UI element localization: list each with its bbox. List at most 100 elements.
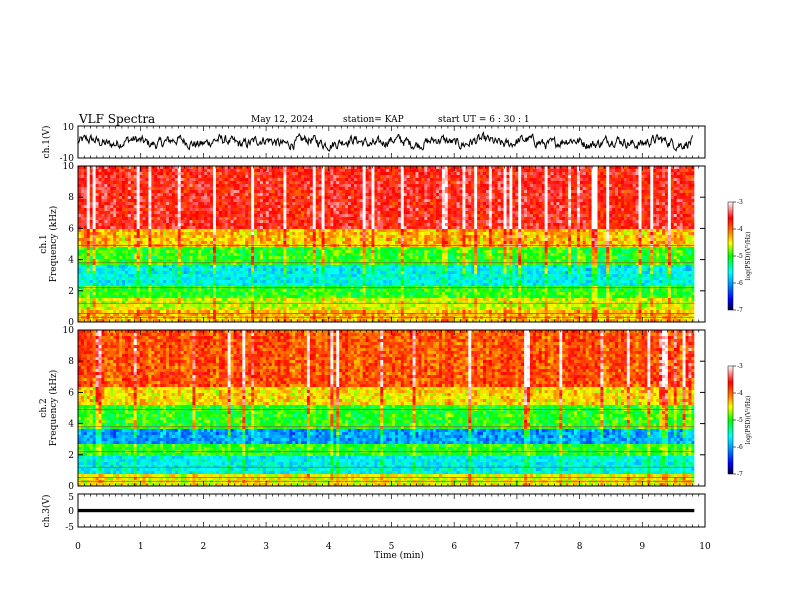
spectrogram-cell xyxy=(262,211,267,215)
spectrogram-cell xyxy=(139,262,144,266)
spectrogram-cell xyxy=(177,187,182,191)
spectrogram-cell xyxy=(116,277,120,281)
spectrogram-cell xyxy=(315,316,320,320)
spectrogram-cell xyxy=(321,199,326,203)
spectrogram-cell xyxy=(330,247,334,251)
spectrogram-cell xyxy=(78,253,82,257)
spectrogram-cell xyxy=(113,313,117,317)
spectrogram-cell xyxy=(204,298,208,302)
spectrogram-cell xyxy=(154,211,158,215)
spectrogram-cell xyxy=(189,175,194,179)
spectrogram-cell xyxy=(259,289,264,293)
spectrogram-cell xyxy=(221,193,226,197)
spectrogram-cell xyxy=(257,310,261,314)
spectrogram-cell xyxy=(292,232,296,236)
spectrogram-cell xyxy=(89,172,94,176)
spectrogram-cell xyxy=(342,187,346,191)
spectrogram-cell xyxy=(130,253,135,257)
spectrogram-cell xyxy=(230,202,235,206)
spectrogram-cell xyxy=(254,235,258,239)
spectrogram-cell xyxy=(268,199,273,203)
spectrogram-cell xyxy=(86,298,91,302)
spectrogram-cell xyxy=(230,199,235,203)
spectrogram-cell xyxy=(265,235,270,239)
spectrogram-cell xyxy=(350,298,355,302)
spectrogram-cell xyxy=(101,307,106,311)
spectrogram-cell xyxy=(95,184,100,188)
spectrogram-cell xyxy=(271,181,276,185)
spectrogram-cell xyxy=(116,217,120,221)
spectrogram-cell xyxy=(133,262,138,266)
spectrogram-cell xyxy=(124,232,129,236)
spectrogram-cell xyxy=(204,238,208,242)
spectrogram-cell xyxy=(245,271,249,275)
spectrogram-cell xyxy=(298,310,302,314)
spectrogram-cell xyxy=(210,175,214,179)
spectrogram-cell xyxy=(292,283,296,287)
spectrogram-cell xyxy=(136,277,141,281)
spectrogram-cell xyxy=(157,292,161,296)
spectrogram-cell xyxy=(242,202,246,206)
spectrogram-cell xyxy=(92,166,97,170)
spectrogram-cell xyxy=(327,301,331,305)
spectrogram-cell xyxy=(180,211,185,215)
spectrogram-cell xyxy=(92,262,97,266)
spectrogram-cell xyxy=(104,202,108,206)
spectrogram-cell xyxy=(283,292,287,296)
spectrogram-cell xyxy=(336,172,340,176)
spectrogram-cell xyxy=(257,256,261,260)
spectrogram-cell xyxy=(324,199,329,203)
spectrogram-cell xyxy=(127,265,132,269)
spectrogram-cell xyxy=(292,184,296,188)
spectrogram-cell xyxy=(336,298,340,302)
spectrogram-cell xyxy=(312,235,317,239)
spectrogram-cell xyxy=(204,187,208,191)
spectrogram-cell xyxy=(306,175,311,179)
spectrogram-cell xyxy=(236,310,241,314)
spectrogram-cell xyxy=(356,220,361,224)
spectrogram-cell xyxy=(186,208,191,212)
spectrogram-cell xyxy=(133,295,138,299)
spectrogram-cell xyxy=(98,274,103,278)
spectrogram-cell xyxy=(271,247,276,251)
spectrogram-cell xyxy=(277,301,282,305)
spectrogram-cell xyxy=(350,274,355,278)
spectrogram-cell xyxy=(286,295,290,299)
spectrogram-cell xyxy=(221,172,226,176)
spectrogram-cell xyxy=(168,259,173,263)
spectrogram-cell xyxy=(92,217,97,221)
spectrogram-cell xyxy=(309,196,314,200)
spectrogram-cell xyxy=(265,193,270,197)
spectrogram-cell xyxy=(333,208,337,212)
spectrogram-cell xyxy=(195,184,199,188)
spectrogram-cell xyxy=(168,184,173,188)
spectrogram-cell xyxy=(174,202,179,206)
spectrogram-cell xyxy=(130,271,135,275)
spectrogram-cell xyxy=(268,166,273,170)
spectrogram-cell xyxy=(306,208,311,212)
spectrogram-cell xyxy=(127,295,132,299)
spectrogram-cell xyxy=(227,190,232,194)
spectrogram-cell xyxy=(195,283,199,287)
spectrogram-cell xyxy=(318,223,323,227)
spectrogram-cell xyxy=(98,241,103,245)
spectrogram-cell xyxy=(301,178,305,182)
spectrogram-cell xyxy=(268,301,273,305)
spectrogram-cell xyxy=(315,187,320,191)
spectrogram-cell xyxy=(318,301,323,305)
spectrogram-cell xyxy=(327,304,331,308)
spectrogram-cell xyxy=(207,187,211,191)
spectrogram-cell xyxy=(110,226,114,230)
spectrogram-cell xyxy=(192,190,196,194)
spectrogram-cell xyxy=(166,205,170,209)
spectrogram-cell xyxy=(104,181,108,185)
spectrogram-cell xyxy=(324,190,329,194)
spectrogram-cell xyxy=(89,214,94,218)
spectrogram-cell xyxy=(283,274,287,278)
spectrogram-cell xyxy=(92,229,97,233)
spectrogram-cell xyxy=(292,292,296,296)
spectrogram-cell xyxy=(251,259,255,263)
spectrogram-cell xyxy=(353,178,358,182)
spectrogram-cell xyxy=(151,223,155,227)
spectrogram-cell xyxy=(89,274,94,278)
